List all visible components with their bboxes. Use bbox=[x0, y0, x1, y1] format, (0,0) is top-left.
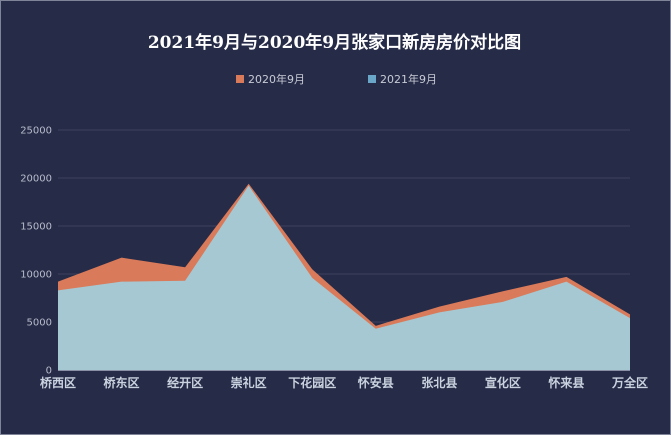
data-point-s0-1[interactable] bbox=[119, 255, 125, 261]
y-tick-label-20000: 20000 bbox=[20, 174, 52, 185]
x-tick-label-1: 桥东区 bbox=[104, 375, 140, 390]
x-tick-label-6: 张北县 bbox=[421, 375, 457, 390]
data-point-s1-1[interactable] bbox=[119, 279, 125, 285]
legend-label-2020: 2020年9月 bbox=[248, 73, 305, 86]
data-point-s1-0[interactable] bbox=[55, 287, 61, 293]
data-point-s0-7[interactable] bbox=[500, 288, 506, 294]
data-point-s0-0[interactable] bbox=[55, 279, 61, 285]
y-tick-label-10000: 10000 bbox=[20, 270, 52, 281]
data-point-s1-2[interactable] bbox=[182, 278, 188, 284]
data-point-s0-6[interactable] bbox=[436, 304, 442, 310]
legend-swatch-2020 bbox=[236, 75, 244, 83]
data-point-s1-4[interactable] bbox=[309, 275, 315, 281]
data-point-s1-9[interactable] bbox=[627, 315, 633, 321]
chart-title: 2021年9月与2020年9月张家口新房房价对比图 bbox=[147, 33, 522, 53]
x-tick-label-4: 下花园区 bbox=[288, 375, 336, 390]
x-tick-label-7: 宣化区 bbox=[485, 375, 521, 390]
y-tick-label-15000: 15000 bbox=[20, 222, 52, 233]
y-tick-label-0: 0 bbox=[46, 366, 52, 377]
x-tick-label-2: 经开区 bbox=[167, 375, 203, 390]
x-tick-label-8: 怀来县 bbox=[548, 375, 584, 390]
data-point-s1-3[interactable] bbox=[246, 183, 252, 189]
legend-item-2020[interactable]: 2020年9月 bbox=[236, 71, 305, 87]
legend-item-2021[interactable]: 2021年9月 bbox=[368, 71, 437, 87]
legend-label-2021: 2021年9月 bbox=[380, 73, 437, 86]
x-tick-label-5: 怀安县 bbox=[358, 375, 394, 390]
y-tick-label-25000: 25000 bbox=[20, 126, 52, 137]
data-point-s1-6[interactable] bbox=[436, 309, 442, 315]
area-series-1[interactable] bbox=[58, 185, 630, 370]
x-tick-label-3: 崇礼区 bbox=[231, 375, 267, 390]
y-tick-label-5000: 5000 bbox=[27, 318, 52, 329]
data-point-s1-5[interactable] bbox=[373, 326, 379, 332]
data-point-s1-8[interactable] bbox=[563, 279, 569, 285]
data-point-s1-7[interactable] bbox=[500, 299, 506, 305]
legend-swatch-2021 bbox=[368, 75, 376, 83]
x-tick-label-9: 万全区 bbox=[611, 375, 648, 390]
x-tick-label-0: 桥西区 bbox=[40, 375, 76, 390]
data-point-s0-2[interactable] bbox=[182, 264, 188, 270]
data-point-s0-4[interactable] bbox=[309, 266, 315, 272]
